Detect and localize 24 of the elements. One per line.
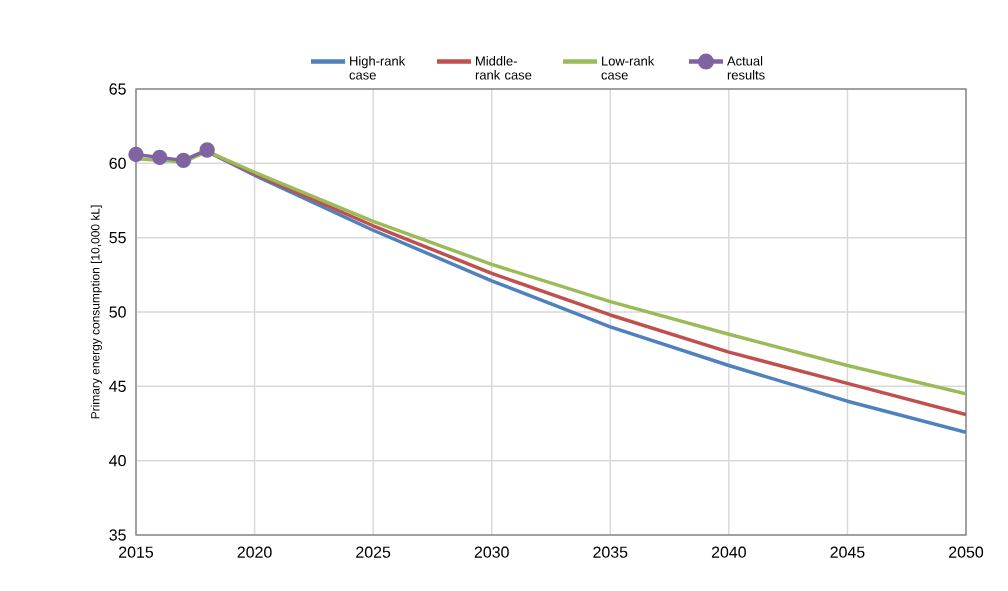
x-tick-label: 2025 [356,546,391,558]
y-tick-label: 40 [109,455,126,467]
x-tick-label: 2035 [593,546,628,558]
y-tick-label: 35 [109,529,126,541]
x-tick-label: 2045 [830,546,865,558]
x-tick-label: 2050 [949,546,984,558]
x-tick-label: 2030 [474,546,509,558]
point [175,152,192,169]
y-axis-title: Primary energy consumption [10,000 kL] [90,205,102,419]
point [199,142,215,158]
y-tick-label: 65 [109,83,126,95]
legend-label: Low-rank case [601,56,655,80]
x-tick-label: 2015 [119,546,154,558]
y-tick-label: 50 [109,306,126,318]
y-tick-label: 60 [109,157,126,169]
point [128,146,144,163]
legend-label: Middle-rank case [475,56,532,80]
y-tick-label: 55 [109,232,126,244]
point [151,149,168,166]
legend-label: High-rank case [349,56,406,80]
x-tick-label: 2040 [711,546,746,558]
y-tick-label: 45 [109,380,126,392]
legend-label: Actual results [727,56,765,80]
x-tick-label: 2020 [237,546,272,558]
